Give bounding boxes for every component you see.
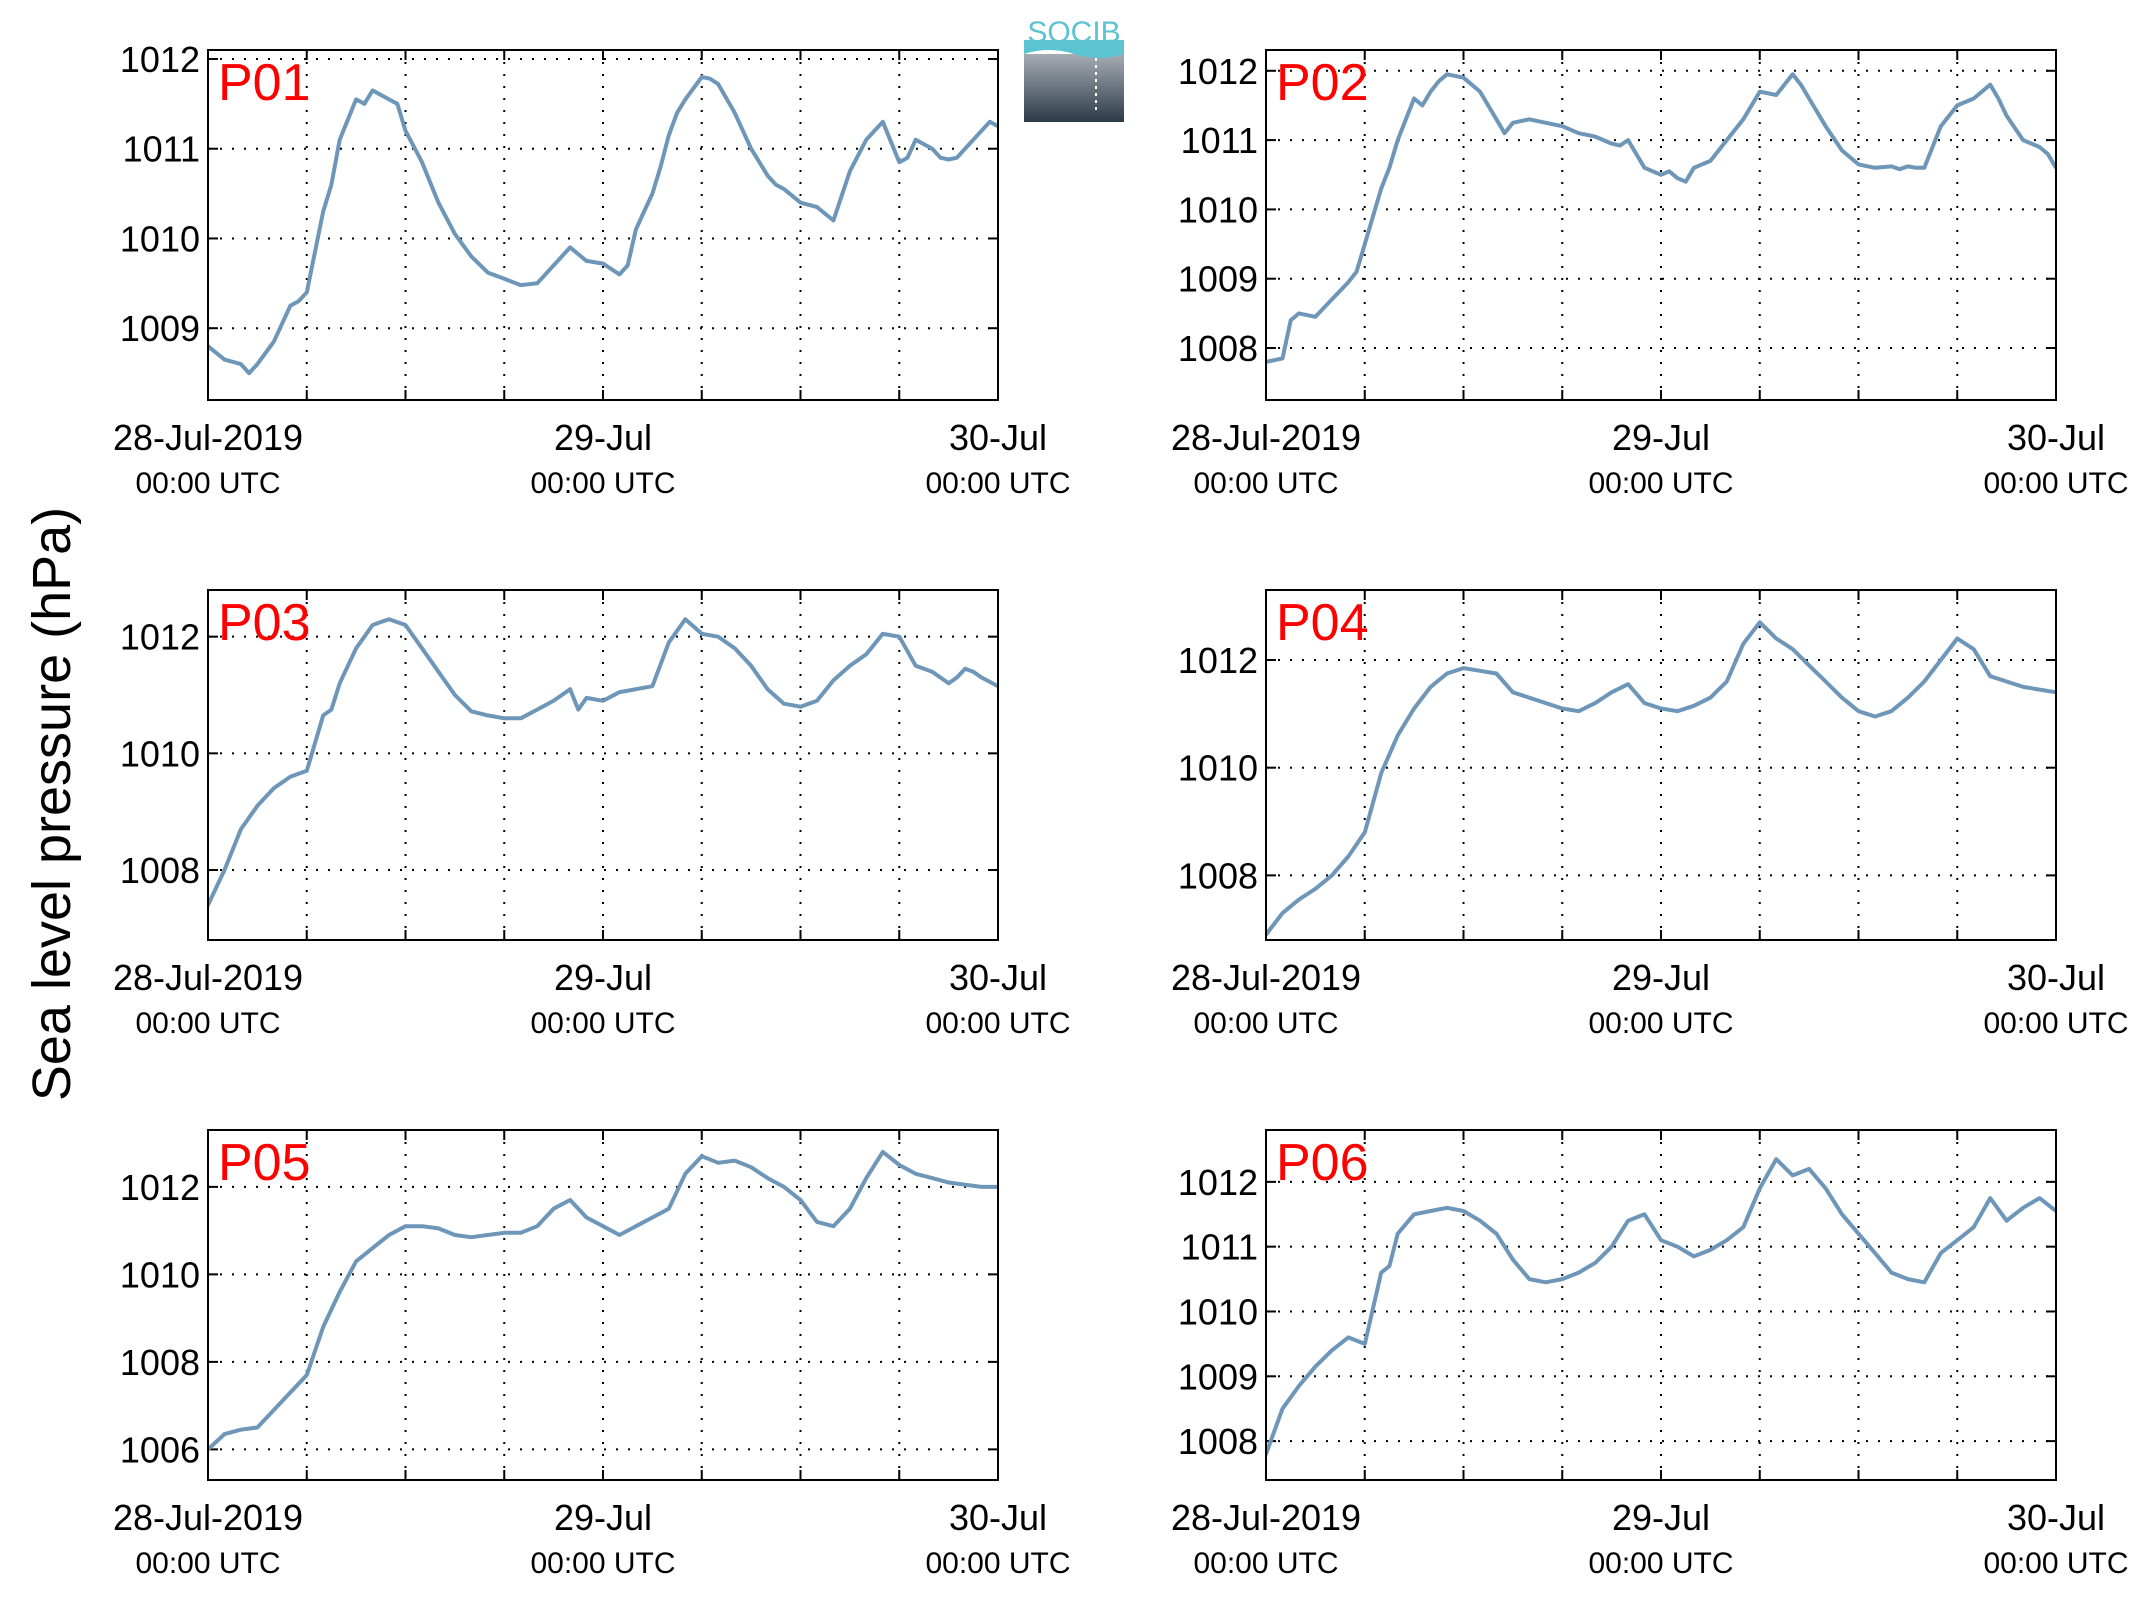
- x-tick-sublabel: 00:00 UTC: [1193, 1547, 1338, 1580]
- x-tick-sublabel: 00:00 UTC: [1588, 467, 1733, 500]
- x-tick-sublabel: 00:00 UTC: [530, 467, 675, 500]
- axes-frame: [1265, 49, 2057, 401]
- y-tick-label: 1012: [1178, 1162, 1258, 1203]
- x-tick-label: 29-Jul: [1612, 957, 1710, 998]
- y-tick-label: 1012: [120, 39, 200, 80]
- y-tick-label: 1011: [1181, 120, 1258, 161]
- y-tick-label: 1008: [1178, 328, 1258, 369]
- x-tick-sublabel: 00:00 UTC: [925, 1547, 1070, 1580]
- panel-p05: 1006 1008 1010 1012 28-Jul-2019 00:00 UTC 29-J…: [113, 1129, 1071, 1580]
- x-tick-sublabel: 00:00 UTC: [135, 1007, 280, 1040]
- x-tick-sublabel: 00:00 UTC: [1193, 1007, 1338, 1040]
- y-tick-label: 1010: [1178, 189, 1258, 230]
- x-tick-label: 28-Jul-2019: [1171, 957, 1361, 998]
- y-tick-label: 1011: [1181, 1227, 1258, 1268]
- y-tick-label: 1010: [120, 733, 200, 774]
- y-tick-label: 1010: [120, 218, 200, 259]
- x-tick-label: 29-Jul: [554, 1497, 652, 1538]
- x-tick-sublabel: 00:00 UTC: [135, 467, 280, 500]
- x-tick-label: 28-Jul-2019: [113, 957, 303, 998]
- series-line-p03: [208, 617, 998, 907]
- x-tick-sublabel: 00:00 UTC: [925, 1007, 1070, 1040]
- logo-text: SOCIB: [1027, 16, 1120, 49]
- y-tick-label: 1012: [1178, 51, 1258, 92]
- y-tick-label: 1008: [1178, 855, 1258, 896]
- x-tick-label: 28-Jul-2019: [113, 1497, 303, 1538]
- x-tick-label: 29-Jul: [554, 957, 652, 998]
- x-tick-sublabel: 00:00 UTC: [135, 1547, 280, 1580]
- socib-logo: SOCIB: [1024, 16, 1124, 122]
- y-tick-label: 1008: [120, 1342, 200, 1383]
- y-tick-label: 1010: [120, 1254, 200, 1295]
- panel-p01: 1009 1010 1011 1012 28-Jul-2019 00:00 UTC 29-J…: [113, 39, 1071, 500]
- axes-frame: [207, 49, 999, 401]
- x-tick-label: 29-Jul: [1612, 1497, 1710, 1538]
- x-tick-sublabel: 00:00 UTC: [925, 467, 1070, 500]
- x-tick-label: 30-Jul: [949, 957, 1047, 998]
- x-tick-label: 29-Jul: [554, 417, 652, 458]
- series-line-p02: [1266, 72, 2056, 364]
- x-tick-sublabel: 00:00 UTC: [1983, 467, 2128, 500]
- panel-label: P01: [218, 54, 311, 112]
- panel-label: P06: [1276, 1134, 1369, 1192]
- axes-frame: [1265, 589, 2057, 941]
- x-tick-label: 30-Jul: [2007, 957, 2105, 998]
- x-tick-sublabel: 00:00 UTC: [1983, 1547, 2128, 1580]
- panel-label: P02: [1276, 54, 1369, 112]
- y-tick-label: 1011: [123, 129, 200, 170]
- x-tick-label: 30-Jul: [949, 417, 1047, 458]
- y-tick-label: 1009: [120, 308, 200, 349]
- panel-p06: 1008 1009 1010 1011 1012 28-Jul-2019 00:00 UTC…: [1171, 1129, 2129, 1580]
- x-tick-label: 30-Jul: [2007, 417, 2105, 458]
- panel-p03: 1008 1010 1012 28-Jul-2019 00:00 UTC 29-Jul 00…: [113, 589, 1071, 1040]
- x-tick-sublabel: 00:00 UTC: [1588, 1547, 1733, 1580]
- y-tick-label: 1010: [1178, 1291, 1258, 1332]
- series-line-p04: [1266, 620, 2056, 937]
- series-line-p06: [1266, 1157, 2056, 1457]
- panel-p02: 1008 1009 1010 1011 1012 28-Jul-2019 00:00 UTC…: [1171, 49, 2129, 500]
- axes-frame: [207, 1129, 999, 1481]
- panel-label: P03: [218, 594, 311, 652]
- panel-p04: 1008 1010 1012 28-Jul-2019 00:00 UTC 29-Jul 00…: [1171, 589, 2129, 1040]
- series-line-p01: [208, 74, 998, 376]
- y-axis-label: Sea level pressure (hPa): [22, 507, 82, 1101]
- panel-label: P04: [1276, 594, 1369, 652]
- x-tick-sublabel: 00:00 UTC: [530, 1007, 675, 1040]
- y-tick-label: 1008: [1178, 1421, 1258, 1462]
- axes-frame: [207, 589, 999, 941]
- x-tick-label: 28-Jul-2019: [1171, 1497, 1361, 1538]
- y-tick-label: 1008: [120, 850, 200, 891]
- x-tick-label: 30-Jul: [949, 1497, 1047, 1538]
- x-tick-sublabel: 00:00 UTC: [1588, 1007, 1733, 1040]
- y-tick-label: 1012: [1178, 640, 1258, 681]
- series-line-p05: [208, 1149, 998, 1452]
- y-tick-label: 1006: [120, 1429, 200, 1470]
- axes-frame: [1265, 1129, 2057, 1481]
- x-tick-sublabel: 00:00 UTC: [530, 1547, 675, 1580]
- y-tick-label: 1012: [120, 617, 200, 658]
- x-tick-label: 30-Jul: [2007, 1497, 2105, 1538]
- x-tick-label: 29-Jul: [1612, 417, 1710, 458]
- y-tick-label: 1012: [120, 1167, 200, 1208]
- x-tick-label: 28-Jul-2019: [113, 417, 303, 458]
- panels-group: 1009 1010 1011 1012 28-Jul-2019 00:00 UTC 29-J…: [113, 39, 2129, 1580]
- panel-label: P05: [218, 1134, 311, 1192]
- x-tick-sublabel: 00:00 UTC: [1983, 1007, 2128, 1040]
- x-tick-label: 28-Jul-2019: [1171, 417, 1361, 458]
- x-tick-sublabel: 00:00 UTC: [1193, 467, 1338, 500]
- y-tick-label: 1009: [1178, 1356, 1258, 1397]
- y-tick-label: 1010: [1178, 748, 1258, 789]
- y-tick-label: 1009: [1178, 259, 1258, 300]
